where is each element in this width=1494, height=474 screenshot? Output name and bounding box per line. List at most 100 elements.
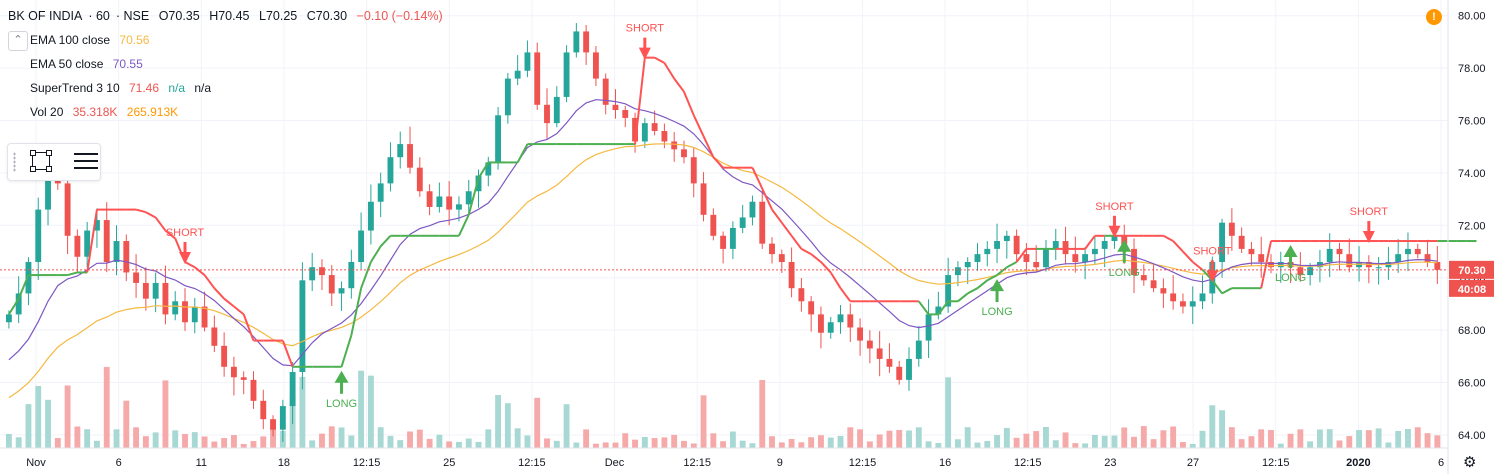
volume-bar [84, 429, 91, 448]
price-tick-label: 80.00 [1458, 11, 1486, 23]
volume-bar [475, 441, 482, 448]
volume-bar [592, 443, 599, 448]
time-tick-label: 11 [196, 457, 207, 469]
volume-bar [641, 437, 648, 448]
time-tick-label: 12:15 [849, 457, 877, 469]
candle-body [954, 267, 961, 276]
candle-body [984, 248, 991, 255]
candle-body [681, 149, 687, 158]
volume-bar [1072, 443, 1079, 448]
indicator-volume[interactable]: Vol 20 35.318K 265.913K [30, 105, 184, 119]
supertrend-down-segment [233, 305, 245, 316]
candle-body [1277, 261, 1284, 268]
short-arrow-stem [1210, 260, 1214, 272]
supertrend-down-segment [1192, 261, 1204, 271]
long-arrow-stem [1122, 250, 1126, 263]
volume-bar [123, 400, 130, 448]
volume-bar [534, 397, 541, 448]
volume-bar [964, 427, 971, 448]
candle-body [338, 288, 345, 294]
supertrend-up-segment [360, 261, 372, 289]
supertrend-up-segment [1211, 279, 1223, 295]
symbol-header[interactable]: BK OF INDIA · 60 · NSE O70.35 H70.45 L70.2… [8, 9, 443, 23]
short-arrow-stem [1112, 215, 1116, 227]
candle-body [915, 340, 922, 359]
supertrend-down-segment [800, 248, 812, 256]
volume-bar [1307, 441, 1314, 448]
long-signal-label: LONG [326, 398, 357, 410]
volume-bar [612, 442, 619, 448]
candle-body [1013, 235, 1020, 255]
candle-body [1346, 254, 1353, 268]
volume-bar [954, 439, 961, 448]
time-tick-label: 12:15 [1262, 457, 1290, 469]
supertrend-down-segment [820, 261, 832, 274]
volume-bar [1003, 427, 1010, 448]
candle-body [612, 104, 619, 111]
settings-gear-icon[interactable]: ⚙ [1463, 454, 1477, 471]
indicator-value: 35.318K [72, 105, 118, 119]
volume-bar [35, 385, 42, 448]
volume-bar [1287, 433, 1294, 448]
volume-bar [945, 377, 952, 448]
volume-bar [1150, 439, 1157, 448]
candle-body [1228, 222, 1235, 236]
candlesticks [5, 23, 1441, 442]
indicator-ema50[interactable]: EMA 50 close 70.55 [30, 57, 149, 71]
short-arrow-icon [1362, 231, 1375, 244]
volume-bar [1297, 429, 1304, 448]
volume-bar [573, 442, 580, 448]
volume-bar [1052, 440, 1059, 448]
candle-body [729, 227, 736, 249]
volume-bar [798, 442, 805, 448]
supertrend-up-segment [340, 335, 353, 368]
drawing-toolbox[interactable] [7, 143, 101, 181]
volume-bar [759, 380, 766, 448]
indicator-supertrend[interactable]: SuperTrend 3 10 71.46 n/a n/a [30, 81, 217, 95]
candle-body [1238, 235, 1245, 249]
chart-grid [0, 0, 1448, 448]
candle-body [1101, 241, 1108, 249]
supertrend-up-segment [350, 287, 363, 336]
supertrend-down-segment [203, 274, 216, 289]
list-icon[interactable] [74, 153, 100, 174]
indicator-value: 71.46 [128, 81, 159, 95]
candle-body [45, 167, 51, 210]
volume-bar [1101, 435, 1108, 448]
candle-body [700, 183, 707, 215]
volume-bar [876, 434, 883, 448]
indicator-ema100[interactable]: EMA 100 close 70.56 [30, 33, 155, 47]
candle-body [544, 104, 550, 124]
collapse-legend-button[interactable]: ⌃ [8, 31, 28, 51]
interval-label[interactable]: 60 [95, 9, 110, 23]
alert-icon[interactable]: ! [1426, 9, 1442, 25]
candle-body [925, 314, 932, 341]
candle-body [1248, 248, 1255, 255]
volume-bar [671, 434, 678, 448]
candle-body [250, 379, 257, 401]
volume-bar [1013, 437, 1020, 448]
volume-bar [935, 442, 942, 448]
indicator-extra: n/a [168, 81, 186, 95]
time-tick-label: 6 [1438, 457, 1444, 469]
candle-body [583, 31, 590, 53]
volume-bar [1209, 405, 1216, 448]
volume-bar [1277, 443, 1284, 448]
candle-body [279, 406, 286, 430]
countdown-badge [1449, 279, 1494, 297]
volume-bar [1131, 436, 1137, 448]
supertrend-up-segment [379, 235, 392, 247]
volume-bar [1111, 435, 1118, 448]
volume-bar [553, 440, 560, 448]
indicator-label: EMA 50 close [30, 57, 104, 71]
candle-body [945, 275, 952, 307]
candle-body [1326, 248, 1333, 262]
rectangle-tool-icon[interactable] [30, 150, 52, 172]
drag-handle-icon[interactable] [13, 152, 16, 172]
candle-body [1414, 248, 1421, 255]
symbol-name[interactable]: BK OF INDIA [8, 9, 83, 23]
volume-bar [514, 428, 521, 448]
short-arrow-icon [1108, 225, 1121, 238]
candle-body [103, 220, 110, 262]
